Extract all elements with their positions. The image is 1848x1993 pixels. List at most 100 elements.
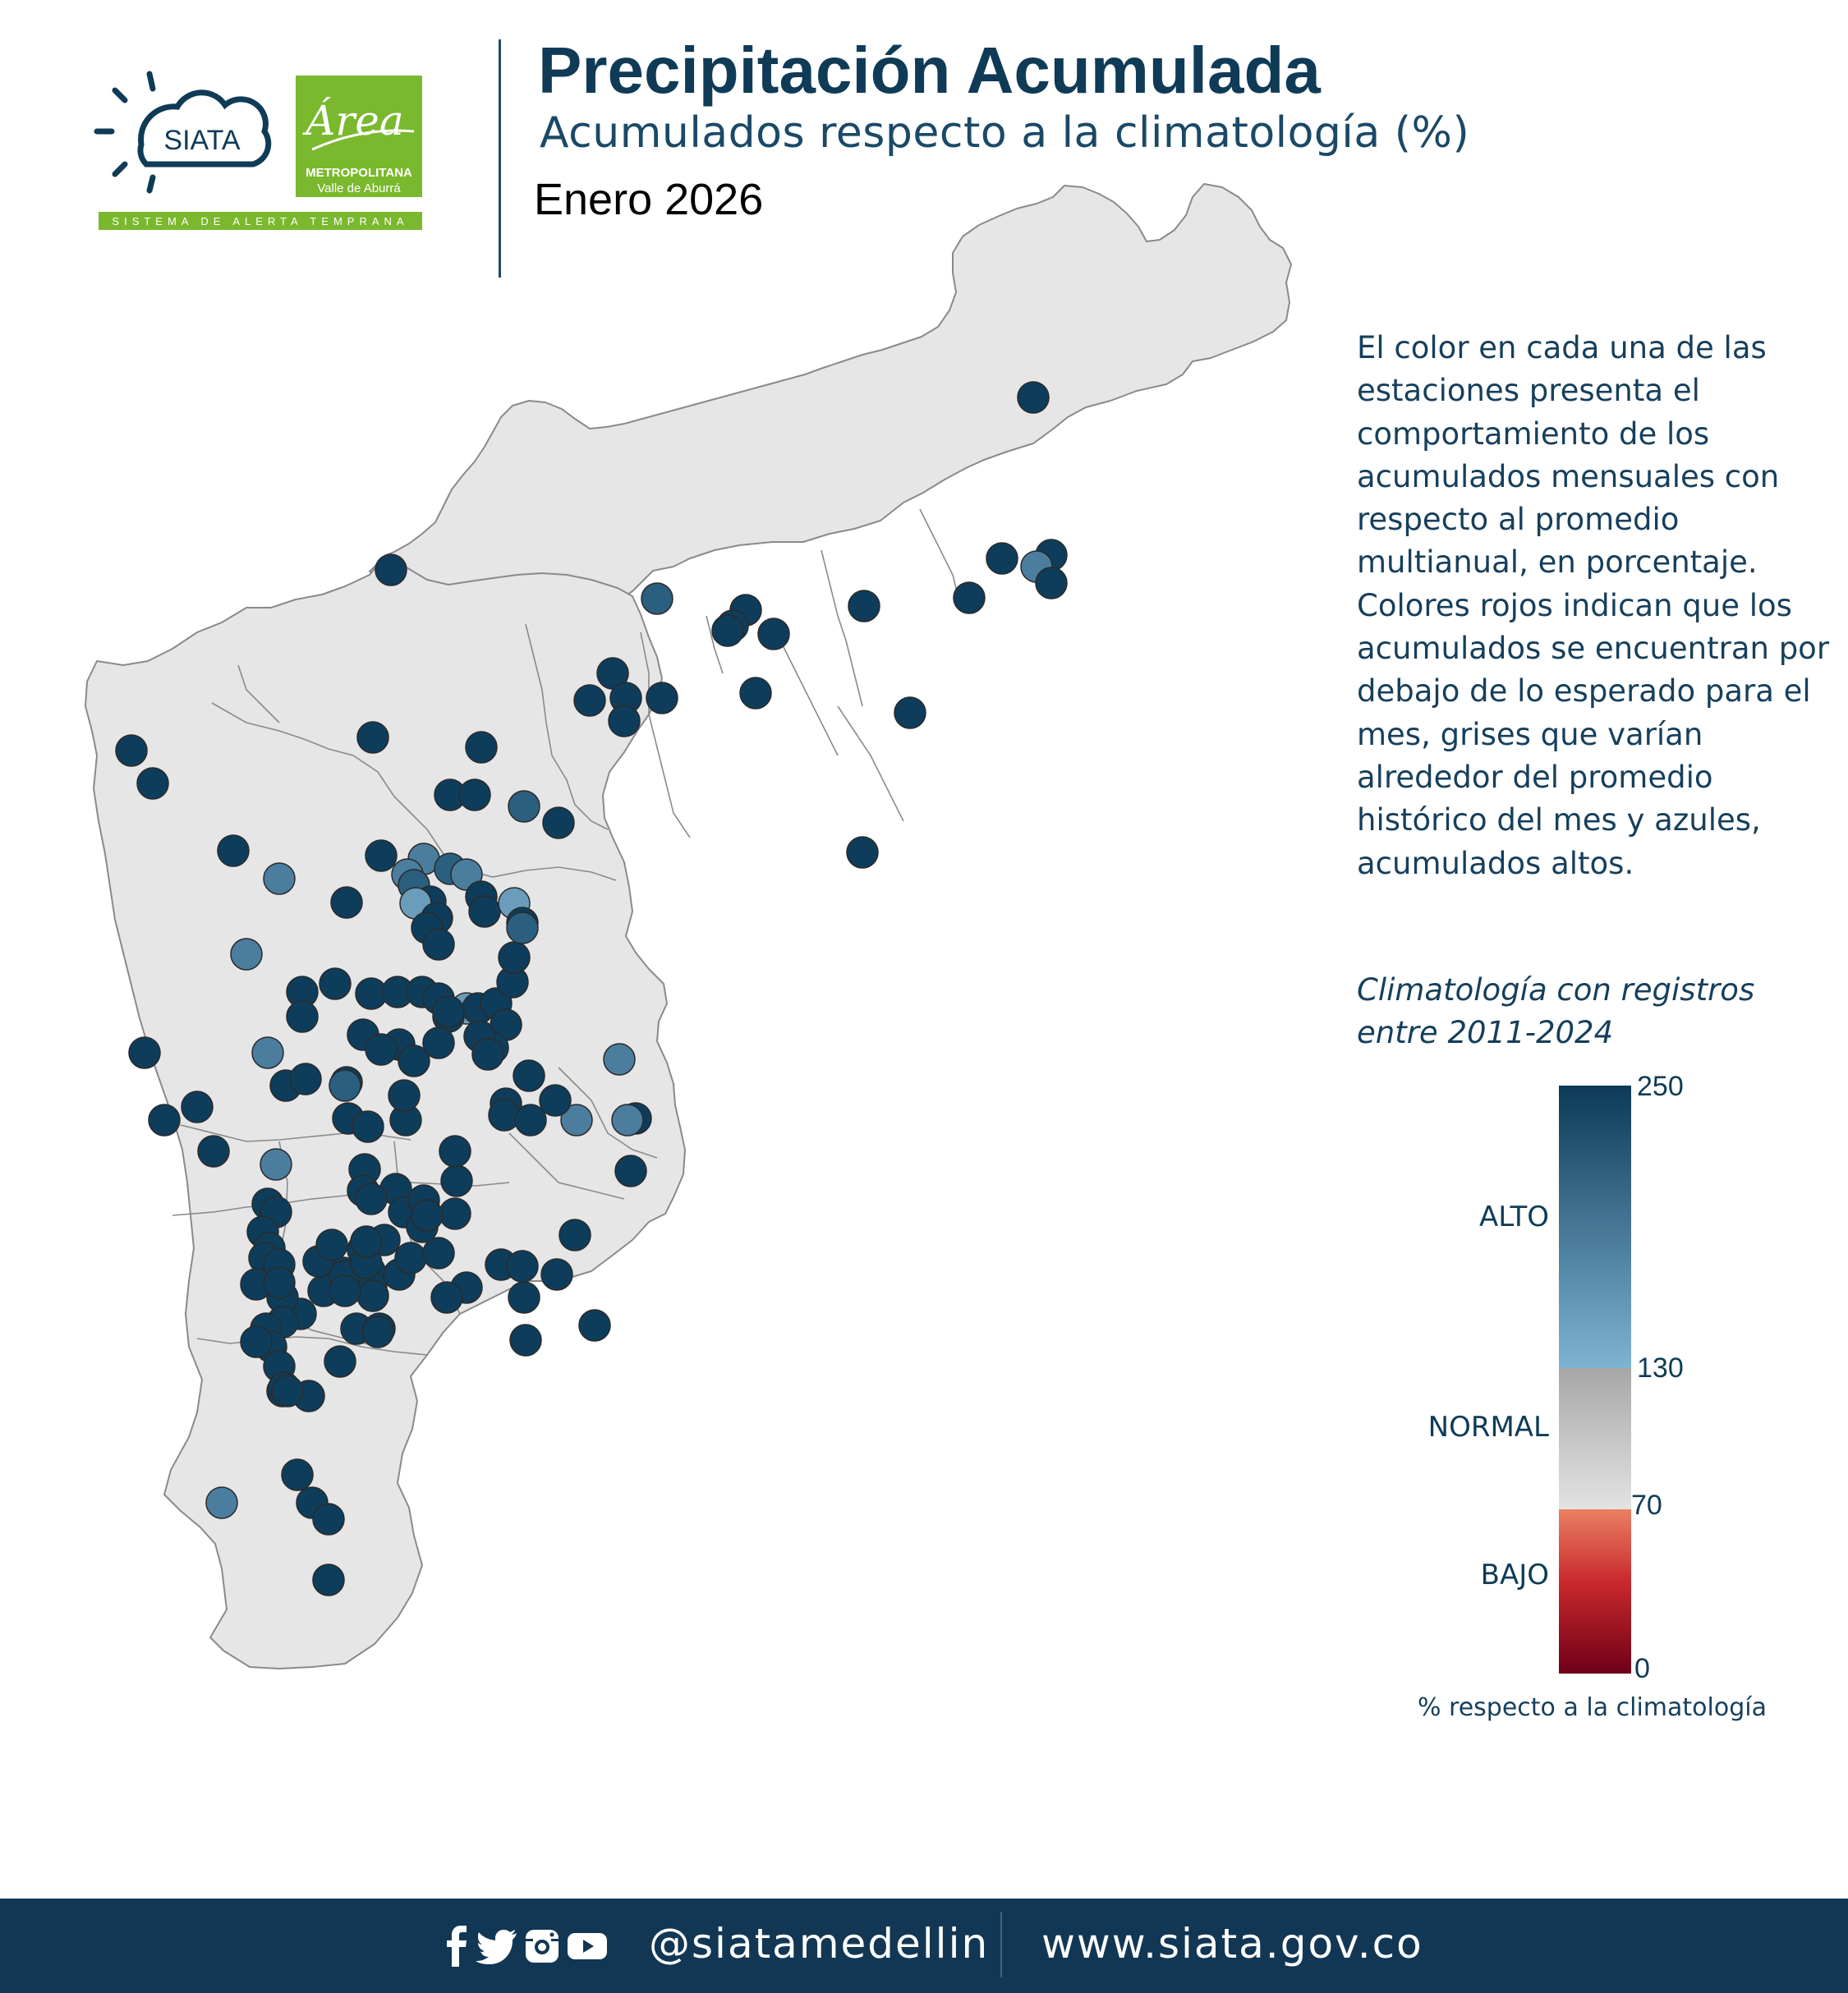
- svg-text:METROPOLITANA: METROPOLITANA: [306, 166, 412, 180]
- station-marker[interactable]: [508, 790, 540, 823]
- station-marker[interactable]: [611, 1104, 644, 1137]
- station-marker[interactable]: [953, 581, 986, 614]
- station-marker[interactable]: [1035, 567, 1068, 599]
- station-marker[interactable]: [603, 1043, 636, 1076]
- station-marker[interactable]: [430, 1281, 463, 1314]
- youtube-icon[interactable]: [567, 1930, 608, 1963]
- station-marker[interactable]: [148, 1104, 181, 1137]
- station-marker[interactable]: [361, 1316, 394, 1348]
- station-marker[interactable]: [315, 1228, 348, 1261]
- station-marker[interactable]: [506, 1250, 539, 1283]
- station-marker[interactable]: [471, 1038, 504, 1071]
- station-marker[interactable]: [205, 1486, 238, 1519]
- station-marker[interactable]: [439, 1197, 471, 1230]
- station-marker[interactable]: [757, 618, 790, 650]
- station-marker[interactable]: [422, 928, 455, 961]
- station-marker[interactable]: [608, 705, 641, 737]
- station-marker[interactable]: [513, 1059, 545, 1092]
- station-marker[interactable]: [422, 1026, 455, 1059]
- footer-divider: [1000, 1912, 1002, 1977]
- station-marker[interactable]: [422, 1237, 455, 1270]
- station-marker[interactable]: [539, 1084, 572, 1117]
- station-marker[interactable]: [846, 836, 879, 869]
- station-marker[interactable]: [468, 895, 501, 928]
- header-divider: [499, 39, 501, 278]
- website-link[interactable]: www.siata.gov.co: [1041, 1920, 1423, 1968]
- station-marker[interactable]: [894, 696, 926, 729]
- station-marker[interactable]: [848, 590, 880, 622]
- station-marker[interactable]: [542, 806, 575, 839]
- station-marker[interactable]: [355, 1182, 388, 1215]
- station-marker[interactable]: [439, 1135, 471, 1168]
- station-marker[interactable]: [350, 1225, 383, 1258]
- station-marker[interactable]: [281, 1458, 314, 1491]
- station-marker[interactable]: [498, 941, 531, 974]
- station-marker[interactable]: [324, 1345, 356, 1378]
- station-marker[interactable]: [240, 1325, 273, 1358]
- municipal-border: [196, 1336, 428, 1356]
- logos: SIATA Área METROPOLITANA Valle de Aburrá…: [94, 71, 422, 230]
- social-handle[interactable]: @siatamedellin: [649, 1920, 990, 1968]
- station-marker[interactable]: [646, 682, 678, 714]
- station-marker[interactable]: [319, 967, 352, 1000]
- facebook-icon[interactable]: [445, 1926, 470, 1967]
- station-marker[interactable]: [263, 862, 296, 895]
- station-marker[interactable]: [578, 1309, 611, 1342]
- station-marker[interactable]: [986, 542, 1018, 575]
- station-marker[interactable]: [230, 938, 263, 971]
- twitter-icon[interactable]: [476, 1928, 517, 1964]
- station-marker[interactable]: [329, 1274, 361, 1307]
- page-subtitle: Acumulados respecto a la climatología (%…: [540, 108, 1470, 158]
- station-marker[interactable]: [432, 995, 465, 1028]
- station-marker[interactable]: [739, 677, 772, 709]
- station-marker[interactable]: [271, 1375, 304, 1407]
- station-marker[interactable]: [356, 721, 389, 754]
- municipal-border: [211, 702, 617, 881]
- station-marker[interactable]: [115, 734, 148, 767]
- station-marker[interactable]: [352, 1110, 384, 1143]
- station-marker[interactable]: [398, 1045, 430, 1077]
- station-marker[interactable]: [286, 1000, 319, 1033]
- station-marker[interactable]: [329, 1069, 361, 1102]
- station-marker[interactable]: [375, 553, 407, 586]
- station-marker[interactable]: [509, 1324, 542, 1357]
- station-marker[interactable]: [365, 1033, 398, 1066]
- station-marker[interactable]: [289, 1063, 322, 1095]
- station-marker[interactable]: [458, 778, 491, 811]
- station-marker[interactable]: [312, 1564, 345, 1596]
- station-marker[interactable]: [465, 731, 498, 764]
- station-marker[interactable]: [128, 1036, 161, 1069]
- municipal-border: [706, 615, 724, 674]
- station-marker[interactable]: [1017, 381, 1050, 414]
- station-marker[interactable]: [573, 684, 606, 717]
- station-marker[interactable]: [197, 1135, 230, 1168]
- station-marker[interactable]: [356, 1279, 389, 1312]
- station-marker[interactable]: [181, 1091, 214, 1123]
- station-marker[interactable]: [251, 1036, 284, 1069]
- station-marker[interactable]: [711, 614, 744, 647]
- station-marker[interactable]: [506, 912, 539, 944]
- station-marker[interactable]: [217, 834, 250, 867]
- station-marker[interactable]: [330, 886, 363, 919]
- station-marker[interactable]: [388, 1079, 421, 1112]
- instagram-icon[interactable]: [524, 1928, 560, 1964]
- station-marker[interactable]: [514, 1104, 547, 1137]
- station-marker[interactable]: [365, 839, 398, 872]
- station-marker[interactable]: [508, 1281, 540, 1314]
- municipal-border: [821, 549, 863, 707]
- station-marker[interactable]: [260, 1148, 292, 1181]
- legend-tick-250: 250: [1637, 1071, 1684, 1102]
- station-marker[interactable]: [641, 582, 673, 615]
- station-marker[interactable]: [136, 767, 169, 800]
- station-marker[interactable]: [411, 1199, 444, 1232]
- station-marker[interactable]: [440, 1164, 473, 1197]
- station-marker[interactable]: [394, 1242, 427, 1274]
- station-marker[interactable]: [614, 1155, 647, 1187]
- station-marker[interactable]: [559, 1219, 591, 1251]
- municipal-border: [525, 623, 609, 830]
- station-marker[interactable]: [312, 1503, 345, 1536]
- station-marker[interactable]: [540, 1258, 573, 1291]
- siata-tagline: SISTEMA DE ALERTA TEMPRANA: [112, 215, 408, 227]
- station-marker[interactable]: [263, 1266, 296, 1299]
- station-marker[interactable]: [560, 1104, 593, 1137]
